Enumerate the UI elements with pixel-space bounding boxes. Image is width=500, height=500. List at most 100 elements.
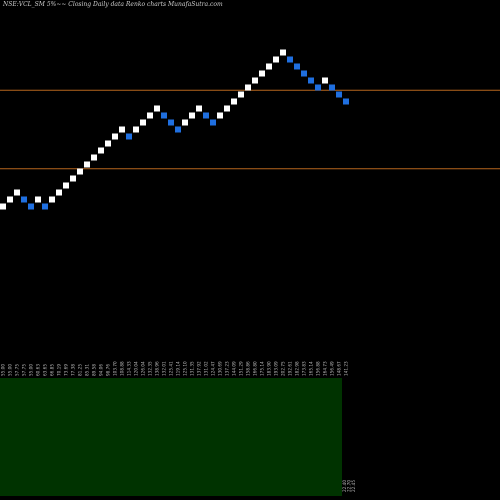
x-tick-label: 55.00: [1, 364, 6, 376]
renko-brick-up: [238, 91, 244, 98]
renko-brick-down: [203, 112, 209, 119]
x-tick-label: 165.14: [309, 361, 314, 376]
x-tick-label: 85.31: [85, 364, 90, 376]
x-tick-label: 166.80: [253, 361, 258, 376]
level-lines: [0, 89, 500, 170]
x-tick-label: 132.35: [148, 361, 153, 376]
x-tick-label: 148.67: [337, 361, 342, 376]
renko-brick-up: [14, 189, 20, 196]
renko-brick-up: [140, 119, 146, 126]
x-tick-label: 144.09: [232, 361, 237, 376]
renko-brick-down: [308, 77, 314, 84]
renko-brick-down: [28, 203, 34, 210]
renko-brick-up: [98, 147, 104, 154]
renko-brick-down: [294, 63, 300, 70]
renko-brick-down: [161, 112, 167, 119]
renko-brick-up: [133, 126, 139, 133]
x-tick-label: 151.29: [239, 361, 244, 376]
x-tick-label: 192.61: [288, 361, 293, 376]
renko-brick-up: [147, 112, 153, 119]
renko-brick-up: [196, 105, 202, 112]
renko-brick-down: [329, 84, 335, 91]
renko-brick-up: [217, 112, 223, 119]
renko-brick-down: [168, 119, 174, 126]
renko-brick-up: [182, 119, 188, 126]
x-tick-label: 131.02: [204, 361, 209, 376]
x-tick-label: 156.88: [316, 361, 321, 376]
renko-brick-up: [7, 196, 13, 203]
renko-brick-down: [301, 70, 307, 77]
renko-brick-up: [35, 196, 41, 203]
renko-brick-down: [21, 196, 27, 203]
chart-title: NSE:VCL_SM 5%~~ Closing Daily data Renko…: [3, 1, 223, 8]
x-tick-label: 182.98: [295, 361, 300, 376]
renko-brick-up: [245, 84, 251, 91]
x-tick-label: 81.25: [78, 364, 83, 376]
renko-brick-down: [210, 119, 216, 126]
volume-label: 22.45: [351, 480, 356, 492]
x-tick-label: 70.19: [57, 364, 62, 376]
x-tick-label: 66.85: [50, 364, 55, 376]
x-tick-label: 57.75: [22, 364, 27, 376]
renko-brick-up: [70, 175, 76, 182]
renko-brick-down: [42, 203, 48, 210]
x-tick-label: 173.83: [302, 361, 307, 376]
volume-label: 22.70: [347, 480, 352, 492]
renko-brick-up: [189, 112, 195, 119]
renko-brick-up: [280, 49, 286, 56]
x-tick-label: 141.23: [344, 361, 349, 376]
x-tick-label: 132.01: [162, 361, 167, 376]
x-tick-labels: 55.00 55.00 57.75 57.75 55.00 60.63 63.65 66.85…: [1, 361, 349, 376]
renko-brick-up: [0, 203, 6, 210]
x-tick-label: 124.47: [211, 361, 216, 376]
renko-brick-up: [154, 105, 160, 112]
volume-labels: 22.40 22.70 22.45: [342, 480, 356, 492]
renko-brick-down: [287, 56, 293, 63]
x-tick-label: 60.63: [36, 364, 41, 376]
x-tick-label: 137.92: [197, 361, 202, 376]
x-tick-label: 89.58: [92, 364, 97, 376]
renko-brick-up: [273, 56, 279, 63]
x-tick-label: 55.00: [8, 364, 13, 376]
x-tick-label: 130.69: [218, 361, 223, 376]
renko-brick-down: [336, 91, 342, 98]
x-tick-label: 94.06: [99, 364, 104, 376]
x-tick-label: 183.90: [267, 361, 272, 376]
x-tick-label: 63.65: [43, 364, 48, 376]
renko-brick-up: [49, 196, 55, 203]
x-tick-label: 98.76: [106, 364, 111, 376]
x-tick-label: 119.14: [176, 361, 181, 376]
renko-brick-up: [322, 77, 328, 84]
x-tick-label: 120.04: [134, 361, 139, 376]
renko-brick-up: [266, 63, 272, 70]
renko-brick-up: [63, 182, 69, 189]
renko-brick-down: [315, 84, 321, 91]
x-tick-label: 131.35: [190, 361, 195, 376]
renko-brick-down: [343, 98, 349, 105]
x-tick-label: 164.73: [323, 361, 328, 376]
x-tick-label: 138.96: [155, 361, 160, 376]
volume-panel: [0, 378, 342, 496]
renko-brick-up: [112, 133, 118, 140]
volume-label: 22.40: [342, 480, 347, 492]
renko-brick-up: [252, 77, 258, 84]
x-tick-label: 125.41: [169, 361, 174, 376]
renko-brick-up: [105, 140, 111, 147]
renko-brick-up: [231, 98, 237, 105]
renko-brick-up: [56, 189, 62, 196]
x-tick-label: 156.49: [330, 361, 335, 376]
x-tick-label: 175.14: [260, 361, 265, 376]
renko-brick-up: [91, 154, 97, 161]
x-tick-label: 193.09: [274, 361, 279, 376]
renko-brick-up: [84, 161, 90, 168]
x-tick-label: 108.88: [120, 361, 125, 376]
x-tick-label: 125.10: [183, 361, 188, 376]
x-tick-label: 103.70: [113, 361, 118, 376]
x-tick-label: 202.75: [281, 361, 286, 376]
renko-brick-down: [175, 126, 181, 133]
x-tick-label: 126.04: [141, 361, 146, 376]
renko-brick-up: [77, 168, 83, 175]
renko-brick-up: [224, 105, 230, 112]
